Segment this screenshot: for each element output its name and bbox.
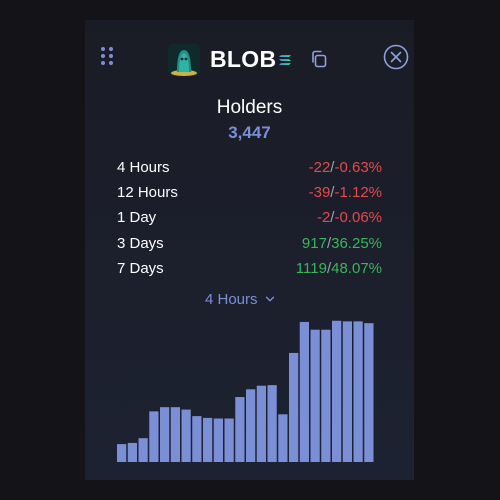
stat-pct: 48.07% xyxy=(331,259,382,277)
chart-bar xyxy=(213,418,223,462)
holders-title: Holders xyxy=(216,97,283,118)
chart-bar xyxy=(192,416,202,462)
chart-bar xyxy=(289,352,299,462)
stat-abs: 917 xyxy=(301,234,327,252)
token-avatar xyxy=(168,44,200,76)
stat-period: 4 Hours xyxy=(117,158,170,176)
stat-period: 7 Days xyxy=(117,259,164,277)
chart-bar xyxy=(299,321,309,462)
stat-period: 1 Day xyxy=(117,208,157,226)
stat-change: 1119/48.07% xyxy=(296,260,382,277)
stat-change: 917/36.25% xyxy=(302,235,382,252)
chart-bar xyxy=(138,438,148,462)
stat-change: -39/-1.12% xyxy=(309,184,382,201)
chevron-down-icon xyxy=(265,296,274,302)
chart-bar xyxy=(160,407,170,462)
stat-change: -2/-0.06% xyxy=(317,209,382,226)
chart-bar xyxy=(127,442,137,462)
stat-row-1d: 1 Day -2/-0.06% xyxy=(117,207,382,227)
stat-abs: -22 xyxy=(308,158,331,176)
chart-bar xyxy=(181,409,191,462)
solana-icon xyxy=(279,55,291,65)
stat-pct: 36.25% xyxy=(331,234,382,252)
close-icon[interactable] xyxy=(383,44,409,70)
chart-bar xyxy=(170,407,180,462)
stat-separator: / xyxy=(326,259,332,277)
stat-row-7d: 7 Days 1119/48.07% xyxy=(117,258,382,278)
range-select-value: 4 Hours xyxy=(205,290,258,308)
chart-bar xyxy=(267,385,277,462)
chart-bar xyxy=(235,397,245,462)
stat-period: 3 Days xyxy=(117,234,164,252)
blob-token-avatar xyxy=(168,44,200,76)
chart-bar xyxy=(342,321,352,462)
stat-row-3d: 3 Days 917/36.25% xyxy=(117,233,382,253)
stat-separator: / xyxy=(330,208,335,226)
stat-pct: -0.63% xyxy=(334,158,382,176)
chart-bar xyxy=(224,418,234,462)
chart-bar xyxy=(278,414,288,462)
chart-bar xyxy=(246,389,256,462)
holders-bar-chart xyxy=(117,320,374,462)
chart-bar xyxy=(321,329,331,462)
stat-separator: / xyxy=(326,234,332,252)
stat-period: 12 Hours xyxy=(117,183,178,201)
stat-abs: 1119 xyxy=(295,259,327,277)
stat-row-4h: 4 Hours -22/-0.63% xyxy=(117,157,382,177)
range-select[interactable]: 4 Hours xyxy=(205,289,275,309)
stat-change: -22/-0.63% xyxy=(309,159,382,176)
chart-bar xyxy=(353,321,363,462)
chart-bar xyxy=(117,444,127,462)
stat-separator: / xyxy=(330,183,335,201)
stat-separator: / xyxy=(330,158,335,176)
stat-abs: -2 xyxy=(316,208,331,226)
token-name: BLOB xyxy=(210,46,277,72)
drag-handle-icon[interactable] xyxy=(101,47,115,67)
stat-pct: -0.06% xyxy=(334,208,382,226)
stat-abs: -39 xyxy=(308,183,331,201)
chart-bar xyxy=(203,417,213,462)
chart-bar xyxy=(332,320,342,462)
chart-bar xyxy=(310,329,320,462)
stat-pct: -1.12% xyxy=(334,183,382,201)
chart-bar xyxy=(364,323,374,462)
chart-bar xyxy=(149,411,159,462)
stat-row-12h: 12 Hours -39/-1.12% xyxy=(117,182,382,202)
holders-count: 3,447 xyxy=(228,123,271,142)
copy-icon[interactable] xyxy=(309,49,329,69)
chart-bar xyxy=(256,385,266,462)
